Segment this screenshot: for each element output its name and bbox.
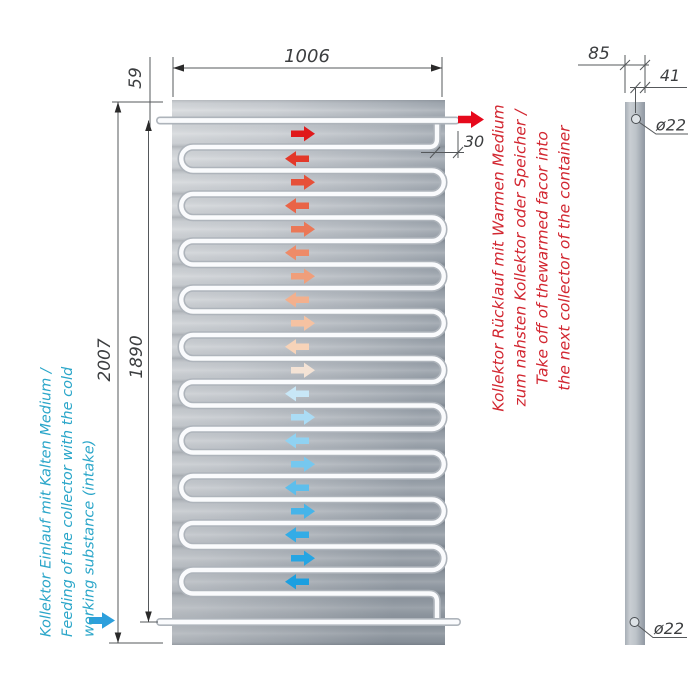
flow-direction-arrows (285, 126, 315, 590)
dim-value-side-thickness: 85 (588, 44, 610, 64)
dim-value-hole-diameter-top: ø22 (655, 116, 686, 135)
dim-value-overall-height: 2007 (95, 338, 115, 381)
inlet-flow-arrow (89, 612, 115, 629)
outlet-note-line-3: Take off of thewarmed facor into (534, 131, 552, 385)
flow-arrow-2-left (285, 151, 309, 167)
flow-arrow-18-left (285, 527, 309, 543)
flow-arrow-16-left (285, 480, 309, 496)
slash-85-a (619, 59, 631, 71)
dim-value-pipe-span: 1890 (127, 335, 147, 378)
outlet-note-line-4: the next collector of the container (556, 124, 574, 391)
outlet-flow-arrow (458, 111, 484, 128)
dim-value-outlet-offset: 30 (464, 132, 484, 151)
outlet-note: Kollektor Rücklauf mit Warmen Medium zum… (490, 104, 574, 411)
arrowhead-1890-top (145, 120, 152, 131)
leader-hole-top (639, 122, 688, 135)
inlet-note-line-2: Feeding of the collector with the cold (60, 366, 76, 637)
slash-85-b (639, 59, 651, 71)
serpentine-core (179, 118, 446, 622)
flow-arrow-8-left (285, 292, 309, 308)
flow-arrow-13-right (291, 409, 315, 425)
flow-arrow-11-right (291, 362, 315, 378)
inlet-note: Kollektor Einlauf mit Kalten Medium / Fe… (39, 366, 98, 637)
slash-41-b (639, 81, 651, 94)
inlet-note-line-1: Kollektor Einlauf mit Kalten Medium / (39, 366, 55, 637)
dimension-lines (109, 55, 688, 644)
slash-30-a (429, 146, 441, 159)
leader-hole-bottom (637, 625, 687, 638)
flow-arrow-4-left (285, 198, 309, 214)
dim-value-top-offset: 59 (126, 67, 146, 89)
outlet-note-line-1: Kollektor Rücklauf mit Warmen Medium (490, 104, 508, 411)
flow-arrow-9-right (291, 315, 315, 331)
hole-top (631, 114, 641, 124)
dim-value-top-width: 1006 (284, 46, 330, 67)
flow-arrow-12-left (285, 386, 309, 402)
flow-arrow-10-left (285, 339, 309, 355)
flow-arrow-17-right (291, 503, 315, 519)
collector-side-panel (625, 102, 645, 645)
flow-arrow-5-right (291, 221, 315, 237)
flow-arrow-20-left (285, 574, 309, 590)
flow-arrow-15-right (291, 456, 315, 472)
dim-value-hole-edge-offset: 41 (660, 66, 680, 85)
inlet-note-line-3: working substance (intake) (82, 440, 98, 637)
arrowhead-1006-left (173, 64, 184, 72)
dim-value-hole-diameter-bottom: ø22 (653, 619, 684, 638)
arrowhead-2007-bottom (114, 632, 122, 643)
serpentine-pipe (156, 116, 461, 626)
flow-arrow-7-right (291, 268, 315, 284)
flow-arrow-3-right (291, 174, 315, 190)
arrowhead-2007-top (114, 102, 122, 113)
flow-arrow-6-left (285, 245, 309, 261)
flow-arrow-14-left (285, 433, 309, 449)
dimension-arrowheads (114, 64, 442, 643)
arrowhead-1890-bottom (145, 611, 152, 622)
outlet-note-line-2: zum nahsten Kollektor oder Speicher / (512, 108, 530, 408)
hole-bottom (629, 617, 640, 627)
flow-arrow-19-right (291, 550, 315, 566)
flow-arrow-1-right (291, 126, 315, 142)
arrowhead-1006-right (431, 64, 442, 72)
